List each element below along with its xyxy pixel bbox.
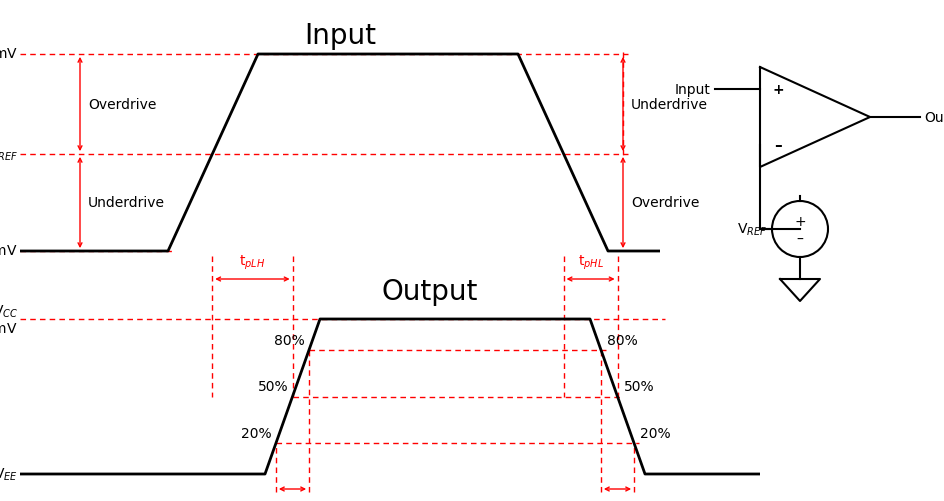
Text: V$_{EE}$: V$_{EE}$ (0, 466, 18, 482)
Text: 50%: 50% (623, 380, 654, 394)
Text: 20%: 20% (640, 426, 670, 440)
Text: Output: Output (924, 111, 944, 125)
Text: V$_{REF}$ – 100mV: V$_{REF}$ – 100mV (0, 321, 18, 338)
Text: Input: Input (304, 22, 376, 50)
Text: 50%: 50% (258, 380, 289, 394)
Text: Input: Input (674, 83, 710, 97)
Text: Underdrive: Underdrive (88, 196, 165, 210)
Text: +: + (772, 83, 784, 97)
Text: V$_{REF}$ + 100mV: V$_{REF}$ + 100mV (0, 47, 18, 63)
Text: V$_{REF}$: V$_{REF}$ (0, 146, 18, 163)
Text: t$_{pHL}$: t$_{pHL}$ (578, 253, 603, 272)
Text: t$_{R}$: t$_{R}$ (286, 499, 299, 501)
Text: Overdrive: Overdrive (631, 196, 700, 210)
Text: 80%: 80% (275, 333, 305, 347)
Text: t$_{pLH}$: t$_{pLH}$ (239, 253, 265, 272)
Text: Underdrive: Underdrive (631, 98, 708, 112)
Text: –: – (774, 138, 782, 153)
Text: –: – (797, 232, 803, 246)
Text: V$_{CC}$: V$_{CC}$ (0, 303, 18, 320)
Text: V$_{REF}$ – 100mV: V$_{REF}$ – 100mV (0, 243, 18, 260)
Text: Overdrive: Overdrive (88, 98, 157, 112)
Text: 80%: 80% (607, 333, 638, 347)
Text: Output: Output (381, 278, 479, 306)
Text: +: + (794, 214, 806, 228)
Text: t$_{F}$: t$_{F}$ (611, 499, 624, 501)
Text: V$_{REF}$: V$_{REF}$ (736, 221, 767, 238)
Text: 20%: 20% (242, 426, 272, 440)
